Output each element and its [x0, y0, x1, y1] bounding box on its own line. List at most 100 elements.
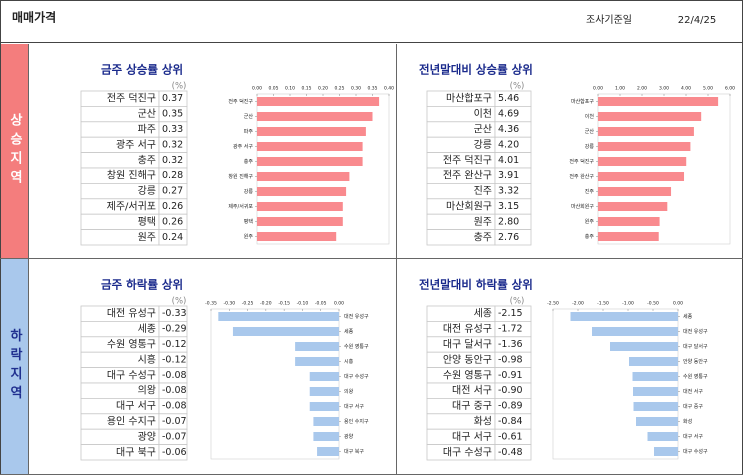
x-tick-label: -0.20 [260, 301, 272, 307]
region-value: -0.84 [498, 416, 523, 427]
region-name: 파주 [138, 124, 156, 136]
plot-frame [210, 308, 340, 460]
region-value: 4.36 [498, 124, 519, 135]
table-cell [158, 444, 188, 461]
x-tick-label: -0.30 [223, 301, 235, 307]
region-value: -2.15 [498, 308, 523, 319]
x-tick-label: -0.50 [647, 301, 659, 307]
panel-title: 전년말대비 하락률 상위 [419, 278, 533, 292]
plot-frame [552, 308, 679, 460]
bar [232, 327, 339, 336]
category-label: 대구 수성구 [683, 448, 708, 455]
category-label: 전주 덕진구 [228, 98, 253, 105]
region-value: -0.91 [498, 370, 523, 381]
region-value: 0.37 [162, 93, 183, 104]
x-tick-label: 0.40 [384, 86, 394, 92]
bar [257, 112, 373, 121]
category-label: 대전 유성구 [344, 313, 369, 320]
bar [309, 387, 339, 396]
region-name: 대구 수성구 [107, 369, 156, 381]
region-name: 대전 서구 [452, 385, 492, 397]
region-value: 0.28 [162, 170, 183, 181]
bar [317, 447, 339, 456]
unit-label: (%) [510, 82, 525, 92]
category-label: 전주 덕진구 [569, 158, 594, 165]
category-label: 용인 수지구 [344, 418, 369, 425]
x-tick-label: 0.10 [285, 86, 295, 92]
table-cell [494, 444, 532, 461]
bar [598, 232, 659, 241]
region-name: 광주 서구 [116, 139, 156, 151]
region-value: -0.90 [498, 385, 523, 396]
bar [598, 157, 687, 166]
x-tick-label: -0.15 [278, 301, 290, 307]
category-label: 광주 서구 [233, 143, 253, 150]
region-value: 0.26 [162, 216, 183, 227]
region-name: 원주 [138, 231, 156, 243]
region-name: 군산 [138, 108, 156, 120]
region-name: 전주 덕진구 [107, 93, 156, 105]
category-label: 충주 [244, 158, 254, 165]
x-tick-label: 3.00 [659, 86, 669, 92]
category-label: 광양 [344, 433, 354, 440]
region-name: 세종 [474, 308, 492, 320]
bar [218, 312, 339, 321]
category-label: 파주 [244, 128, 254, 135]
category-label: 세종 [344, 328, 354, 335]
date-label: 조사기준일 [586, 14, 632, 26]
bar [592, 327, 678, 336]
region-name: 시흥 [138, 353, 156, 366]
table-cell [158, 229, 188, 246]
bar [598, 217, 660, 226]
section-label: 상승지역 [7, 113, 22, 189]
region-value: -0.12 [162, 354, 187, 365]
category-label: 이천 [585, 113, 595, 120]
region-name: 대구 중구 [452, 400, 492, 412]
bar [295, 342, 339, 351]
section-band [1, 44, 28, 258]
bar [257, 97, 380, 106]
region-name: 세종 [138, 323, 156, 335]
region-name: 대전 유성구 [107, 308, 156, 320]
region-value: -0.33 [162, 308, 187, 319]
region-name: 용인 수지구 [107, 416, 156, 428]
x-tick-label: 0.00 [673, 301, 683, 307]
category-label: 대전 서구 [683, 388, 703, 395]
x-tick-label: 6.00 [725, 86, 735, 92]
bar [295, 357, 339, 366]
unit-label: (%) [172, 82, 187, 92]
category-label: 강릉 [244, 188, 254, 195]
bar [598, 112, 702, 121]
bar [257, 142, 363, 151]
bar [647, 432, 678, 441]
category-label: 세종 [683, 313, 693, 320]
category-label: 원주 [244, 233, 254, 240]
region-value: -1.36 [498, 339, 523, 350]
section-band [1, 259, 28, 474]
region-name: 마산합포구 [446, 93, 492, 105]
bar [610, 342, 678, 351]
x-tick-label: -2.00 [572, 301, 584, 307]
unit-label: (%) [510, 297, 525, 307]
region-value: 0.35 [162, 109, 183, 120]
region-name: 군산 [474, 124, 492, 136]
region-value: -0.12 [162, 339, 187, 350]
section-label: 하락지역 [7, 328, 22, 405]
bar [598, 172, 685, 181]
header-title: 매매가격 [12, 10, 56, 25]
region-value: 3.32 [498, 186, 519, 197]
region-value: -0.06 [162, 447, 187, 458]
category-label: 의왕 [344, 388, 354, 395]
bar [598, 187, 672, 196]
region-name: 대구 북구 [116, 446, 156, 458]
x-tick-label: -0.35 [205, 301, 217, 307]
bar [257, 232, 337, 241]
date: 22/4/25 [678, 15, 717, 26]
bar [654, 447, 678, 456]
region-name: 전주 완산구 [443, 170, 492, 182]
region-name: 의왕 [138, 385, 156, 397]
bar [257, 172, 350, 181]
bar [257, 127, 366, 136]
region-value: 2.76 [498, 232, 519, 243]
